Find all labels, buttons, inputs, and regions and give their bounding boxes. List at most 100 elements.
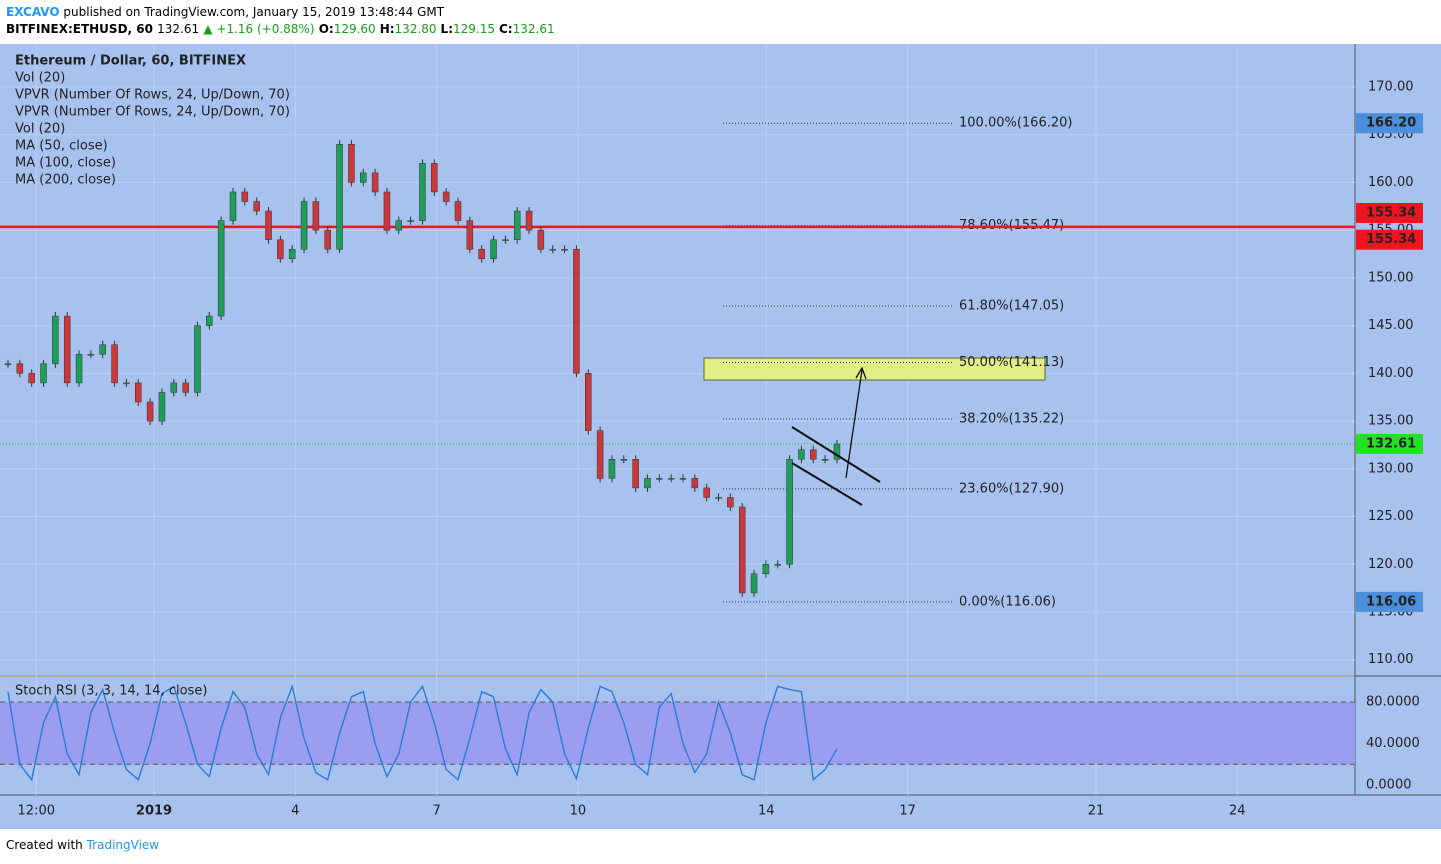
stoch-tick-label: 40.0000 xyxy=(1366,736,1420,751)
price-tag-label: 166.20 xyxy=(1366,116,1416,131)
candle xyxy=(513,210,521,240)
candle xyxy=(573,248,580,374)
y-tick-label: 125.00 xyxy=(1368,509,1414,524)
candle xyxy=(750,573,758,594)
price-tag xyxy=(1356,202,1423,223)
candle xyxy=(229,191,237,221)
x-tick-label: 7 xyxy=(432,804,440,819)
price-tag-label: 155.34 xyxy=(1366,205,1416,220)
price-tag xyxy=(1356,113,1423,134)
price-tag xyxy=(1356,229,1423,250)
candle xyxy=(277,239,284,260)
stoch-tick-label: 80.0000 xyxy=(1366,695,1420,710)
ohlc-key: C: xyxy=(499,22,513,36)
candle xyxy=(738,506,746,594)
y-tick-label: 130.00 xyxy=(1368,461,1414,476)
candle xyxy=(466,220,474,250)
candle xyxy=(454,201,462,221)
candle xyxy=(63,315,71,384)
channel xyxy=(791,426,881,506)
candle xyxy=(715,497,722,499)
last-price: 132.61 xyxy=(157,22,200,36)
footer-brand[interactable]: TradingView xyxy=(86,838,160,852)
footer: Created with TradingView xyxy=(6,838,159,852)
legend-item: Vol (20) xyxy=(15,122,65,137)
candle xyxy=(360,172,367,183)
candle xyxy=(300,201,308,250)
y-tick-label: 150.00 xyxy=(1368,270,1414,285)
x-tick-label: 21 xyxy=(1088,804,1105,819)
legend-item: VPVR (Number Of Rows, 24, Up/Down, 70) xyxy=(15,105,290,120)
candle xyxy=(727,497,734,508)
candle xyxy=(407,220,414,222)
candle xyxy=(265,210,272,240)
legend-item: MA (50, close) xyxy=(15,139,108,154)
candle xyxy=(774,564,781,566)
candle xyxy=(87,353,95,356)
stoch-tick-label: 0.0000 xyxy=(1366,778,1412,793)
candle xyxy=(537,229,545,250)
y-tick-label: 135.00 xyxy=(1368,414,1414,429)
candle xyxy=(241,191,249,202)
candle xyxy=(158,392,166,422)
candle xyxy=(644,478,651,489)
candle xyxy=(632,459,639,489)
y-tick-label: 110.00 xyxy=(1368,652,1414,667)
author[interactable]: EXCAVO xyxy=(6,5,60,19)
candle xyxy=(431,163,438,193)
price-axis xyxy=(1355,44,1441,795)
candle xyxy=(146,401,154,422)
legend-item: Vol (20) xyxy=(15,71,65,86)
footer-text: Created with xyxy=(6,838,83,852)
candle xyxy=(525,210,533,231)
x-tick-label: 10 xyxy=(570,804,587,819)
ohlc-value: 132.80 xyxy=(394,22,437,36)
candle xyxy=(667,478,675,480)
candle xyxy=(111,344,118,384)
candle xyxy=(28,373,35,384)
candle xyxy=(656,478,663,480)
publish-line: EXCAVO published on TradingView.com, Jan… xyxy=(6,5,444,19)
price-tag-label: 132.61 xyxy=(1366,436,1416,451)
candle xyxy=(194,325,201,393)
fib-label: 100.00%(166.20) xyxy=(959,116,1072,131)
legend-item: MA (100, close) xyxy=(15,156,116,171)
candle xyxy=(585,373,592,431)
candle xyxy=(691,478,699,489)
price-tag-label: 155.34 xyxy=(1366,232,1416,247)
candle xyxy=(679,478,687,480)
candle xyxy=(312,201,320,231)
candle xyxy=(75,353,83,384)
price-tag-label: 116.06 xyxy=(1366,594,1416,609)
published: published on TradingView.com, January 15… xyxy=(63,5,445,19)
change: ▲ +1.16 (+0.88%) xyxy=(203,22,315,36)
candle xyxy=(490,239,497,260)
price-tag xyxy=(1356,433,1423,454)
candle xyxy=(703,487,710,498)
candle xyxy=(442,191,450,202)
candle xyxy=(324,229,331,250)
y-tick-label: 145.00 xyxy=(1368,318,1414,333)
x-tick-label: 2019 xyxy=(136,804,172,819)
candle xyxy=(798,449,805,460)
stoch-line xyxy=(7,683,838,782)
candle xyxy=(348,143,355,183)
ohlc-value: 129.60 xyxy=(333,22,376,36)
candle xyxy=(608,459,616,479)
y-tick-label: 160.00 xyxy=(1368,175,1414,190)
fib-label: 0.00%(116.06) xyxy=(959,594,1056,609)
candle xyxy=(182,382,189,393)
candle xyxy=(336,143,343,250)
candle xyxy=(395,220,403,231)
ohlc-key: H: xyxy=(379,22,395,36)
candle xyxy=(821,459,829,461)
symbol: BITFINEX:ETHUSD, 60 xyxy=(6,22,153,36)
candle xyxy=(833,443,841,460)
candle xyxy=(502,239,509,241)
x-tick-label: 24 xyxy=(1229,804,1246,819)
legend-item: MA (200, close) xyxy=(15,173,116,188)
chart: 170.00165.00160.00155.00150.00145.00140.… xyxy=(0,44,1441,829)
y-tick-label: 140.00 xyxy=(1368,366,1414,381)
candle xyxy=(288,248,296,260)
